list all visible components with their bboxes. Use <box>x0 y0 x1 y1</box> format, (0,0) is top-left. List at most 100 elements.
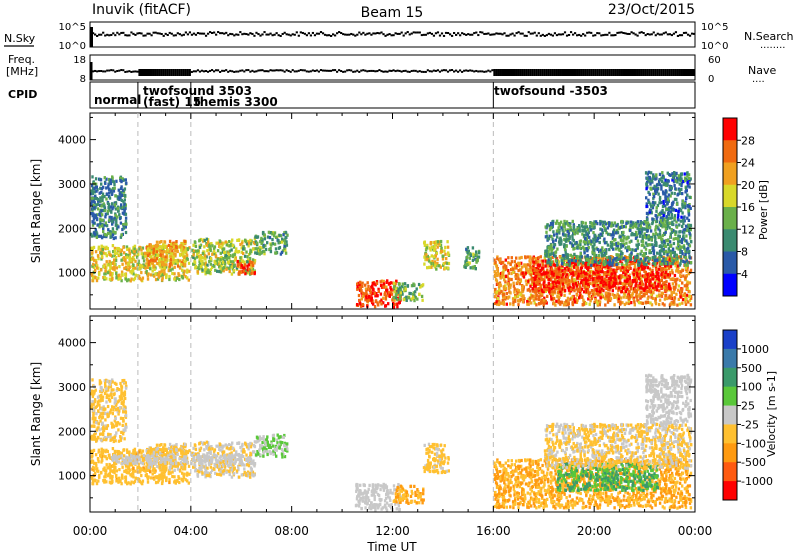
power-cell <box>249 249 251 252</box>
freq-sample <box>110 69 112 71</box>
nsky-sample <box>491 34 493 36</box>
power-cell <box>618 276 620 279</box>
power-cell <box>587 283 589 286</box>
power-cell <box>506 292 508 295</box>
power-cell <box>588 246 590 249</box>
power-cell <box>546 288 548 291</box>
power-cell <box>243 267 245 270</box>
power-cell <box>559 303 561 306</box>
nsky-sample <box>179 33 181 35</box>
power-cell <box>538 273 540 276</box>
power-cell <box>121 233 123 236</box>
power-cell <box>551 267 553 270</box>
nsky-sample <box>239 31 241 33</box>
nsky-sample <box>382 33 384 35</box>
nsky-sample <box>453 32 455 34</box>
power-cell <box>403 298 405 301</box>
power-cell <box>590 222 592 225</box>
power-cell <box>535 297 537 300</box>
freq-sample <box>116 70 118 72</box>
freq-sample <box>350 69 352 71</box>
nsky-sample <box>144 34 146 36</box>
freq-sample <box>199 71 201 73</box>
power-cell <box>603 271 605 274</box>
nsky-sample <box>485 33 487 35</box>
power-cell <box>635 282 637 285</box>
nsky-sample <box>532 33 534 35</box>
freq-sample <box>366 70 368 72</box>
nsky-sample <box>94 34 96 36</box>
power-cell <box>634 259 636 262</box>
power-cell <box>442 255 444 258</box>
nsky-sample <box>108 34 110 36</box>
power-cell <box>599 241 601 244</box>
freq-sample <box>130 71 132 73</box>
nsky-sample <box>189 31 191 33</box>
power-cell <box>242 247 244 250</box>
power-cell <box>607 266 609 269</box>
power-cell <box>153 265 155 268</box>
nsky-sample <box>245 33 247 35</box>
power-cell <box>605 294 607 297</box>
power-cell <box>627 270 629 273</box>
power-cell <box>246 260 248 263</box>
power-cell <box>269 236 271 239</box>
power-cell <box>494 270 496 273</box>
power-cell <box>380 280 382 283</box>
power-cell <box>507 282 509 285</box>
power-cell <box>509 291 511 294</box>
power-cell <box>669 240 671 243</box>
power-cell <box>553 263 555 266</box>
power-cell <box>647 301 649 304</box>
freq-sample <box>493 69 495 76</box>
power-cell <box>536 294 538 297</box>
power-cell <box>689 281 691 284</box>
nsky-sample <box>298 35 300 37</box>
freq-sample <box>507 69 509 76</box>
power-cell <box>521 287 523 290</box>
power-cell <box>564 289 566 292</box>
freq-sample <box>324 70 326 72</box>
power-cell <box>517 280 519 283</box>
freq-sample <box>300 69 302 71</box>
power-cell <box>211 244 213 247</box>
power-cell <box>502 272 504 275</box>
power-cell <box>140 278 142 281</box>
power-cell <box>542 267 544 270</box>
power-cell <box>184 248 186 251</box>
nsky-sample <box>612 34 614 36</box>
power-cell <box>169 265 171 268</box>
freq-sample <box>263 70 265 72</box>
freq-sample <box>395 70 397 72</box>
nsky-sample <box>90 34 92 36</box>
nsky-sample <box>548 33 550 35</box>
freq-sample <box>354 71 356 73</box>
power-cell <box>634 285 636 288</box>
freq-sample <box>665 69 667 76</box>
freq-sample <box>306 70 308 72</box>
freq-sample <box>195 70 197 72</box>
power-cell <box>105 221 107 224</box>
freq-label-2: [MHz] <box>6 65 38 78</box>
power-cell <box>175 259 177 262</box>
power-cell <box>667 239 669 242</box>
nsky-sample <box>584 35 586 37</box>
power-cell <box>366 299 368 302</box>
power-cell <box>447 253 449 256</box>
nsky-sample <box>643 32 645 34</box>
nsky-sample <box>632 32 634 34</box>
power-cell <box>141 252 143 255</box>
power-cell <box>110 216 112 219</box>
freq-sample <box>332 69 334 71</box>
date-title: 23/Oct/2015 <box>608 2 695 18</box>
nsky-sample <box>314 34 316 36</box>
power-cell <box>498 288 500 291</box>
power-cell <box>92 263 94 266</box>
freq-sample <box>372 70 374 72</box>
power-cell <box>665 294 667 297</box>
power-cell <box>250 272 252 275</box>
nsky-sample <box>433 35 435 37</box>
power-cell <box>385 295 387 298</box>
nsky-sample <box>542 34 544 36</box>
